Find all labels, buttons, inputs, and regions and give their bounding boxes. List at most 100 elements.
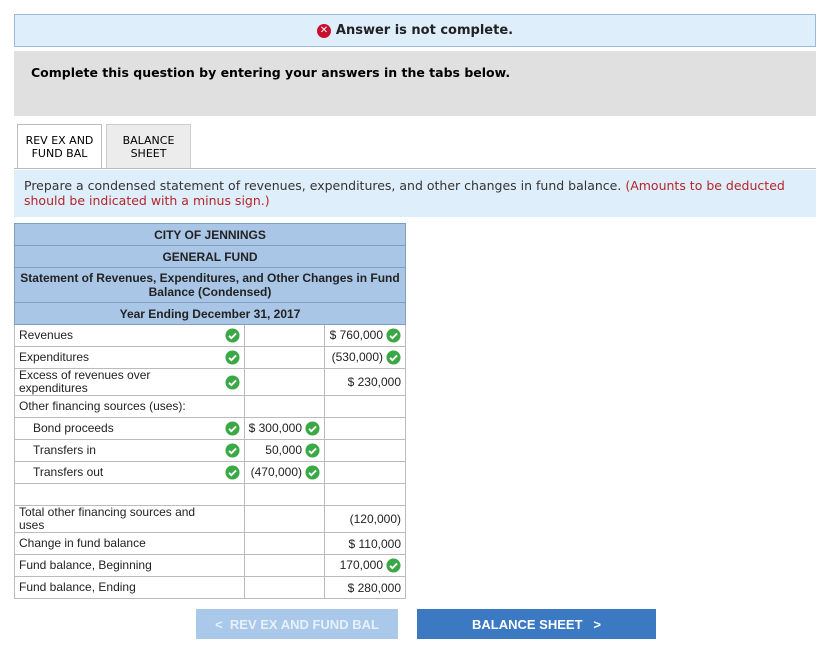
amount-cell: $ 300,000 [243,417,326,440]
statement-table: CITY OF JENNINGS GENERAL FUND Statement of… [14,223,406,599]
check-icon [225,328,240,343]
label-wrap: Excess of revenues over expenditures [19,369,240,395]
label-cell: Total other financing sources and uses [14,505,245,533]
amount: $ 110,000 [348,536,402,551]
row: Transfers in 50,000 [14,439,406,462]
label-cell: Other financing sources (uses): [14,395,245,418]
row: Total other financing sources and uses (1… [14,505,406,533]
header-row: GENERAL FUND [14,245,406,268]
amount-cell [243,324,326,347]
amount-cell: $ 230,000 [324,368,406,396]
tab[interactable]: BALANCE SHEET [106,124,191,168]
tab[interactable]: REV EX AND FUND BAL [17,124,102,169]
error-icon: ✕ [316,23,331,38]
amount-cell [243,554,326,577]
label-wrap: Expenditures [19,350,240,365]
label-wrap: Bond proceeds [19,421,240,436]
row-label: Change in fund balance [19,536,146,550]
row-label: Fund balance, Ending [19,580,136,594]
header-cell: GENERAL FUND [14,245,406,268]
amount: 50,000 [265,442,302,457]
tab-divider [14,168,816,169]
row: Change in fund balance $ 110,000 [14,532,406,555]
label-wrap: Other financing sources (uses): [19,400,240,413]
amount-cell: (120,000) [324,505,406,533]
row-label: Other financing sources (uses): [19,399,186,413]
header-row: Statement of Revenues, Expenditures, and… [14,267,406,303]
row: Other financing sources (uses): [14,395,406,418]
amount: $ 760,000 [329,327,383,342]
amount-cell: 170,000 [324,554,406,577]
row-label: Transfers in [33,443,96,457]
amount: (120,000) [349,512,401,526]
check-icon [386,350,401,365]
prev-button[interactable]: < REV EX AND FUND BAL [196,609,398,639]
label-cell: Change in fund balance [14,532,245,555]
label-cell: Expenditures [14,346,245,369]
amount-cell [243,532,326,555]
arrow: < [215,616,230,632]
row [14,483,406,506]
label-wrap: Change in fund balance [19,537,240,550]
header-cell: Statement of Revenues, Expenditures, and… [14,267,406,303]
check-icon [225,421,240,436]
label-cell: Fund balance, Beginning [14,554,245,577]
check-icon [305,421,320,436]
check-icon [386,328,401,343]
amount-cell [243,505,326,533]
amount: (530,000) [331,349,383,364]
label-cell [14,483,245,506]
label-cell: Bond proceeds [14,417,245,440]
amount-cell: (530,000) [324,346,406,369]
amount: $ 280,000 [347,580,401,595]
arrow: > [582,616,601,632]
label-wrap: Revenues [19,328,240,343]
amount-cell [243,346,326,369]
amount-cell [243,483,326,506]
check-icon [305,465,320,480]
prompt-box: Prepare a condensed statement of revenue… [14,170,816,217]
label-cell: Transfers in [14,439,245,462]
label-cell: Transfers out [14,461,245,484]
amount: 170,000 [339,557,383,572]
header-cell: CITY OF JENNINGS [14,223,406,246]
next-button[interactable]: BALANCE SHEET > [417,609,656,639]
next-label: BALANCE SHEET [472,616,583,632]
row-label: Bond proceeds [33,421,114,435]
instruction: Complete this question by entering your … [31,65,511,80]
check-icon [305,443,320,458]
amount-cell: $ 110,000 [324,532,406,555]
amount: $ 300,000 [248,420,302,435]
amount-cell: 50,000 [243,439,326,462]
label-cell: Fund balance, Ending [14,576,245,599]
check-icon [386,558,401,573]
status-banner: ✕ Answer is not complete. [14,14,816,47]
banner-text: Answer is not complete. [335,23,514,38]
row-label: Expenditures [19,350,90,364]
amount-cell: (470,000) [243,461,326,484]
amount-cell [243,576,326,599]
label-wrap: Transfers out [19,465,240,480]
amount-cell [324,461,406,484]
label-wrap: Fund balance, Ending [19,581,240,594]
header-row: CITY OF JENNINGS [14,223,406,246]
row: Fund balance, Beginning 170,000 [14,554,406,577]
amount-cell [243,395,326,418]
check-icon [225,374,240,390]
amount-cell [324,417,406,440]
label-wrap: Fund balance, Beginning [19,559,240,572]
amount-cell: $ 280,000 [324,576,406,599]
row: Revenues $ 760,000 [14,324,406,347]
amount-cell: $ 760,000 [324,324,406,347]
amount-cell [324,439,406,462]
prev-label: REV EX AND FUND BAL [229,616,379,632]
amount: (470,000) [250,464,302,479]
prompt: Prepare a condensed statement of revenue… [24,178,622,193]
label-wrap: Total other financing sources and uses [19,506,240,532]
label-cell: Excess of revenues over expenditures [14,368,245,396]
row-label: Transfers out [33,465,104,479]
prompt-note: (Amounts to be deducted should be indica… [24,178,785,208]
check-icon [225,465,240,480]
amount-cell [324,395,406,418]
